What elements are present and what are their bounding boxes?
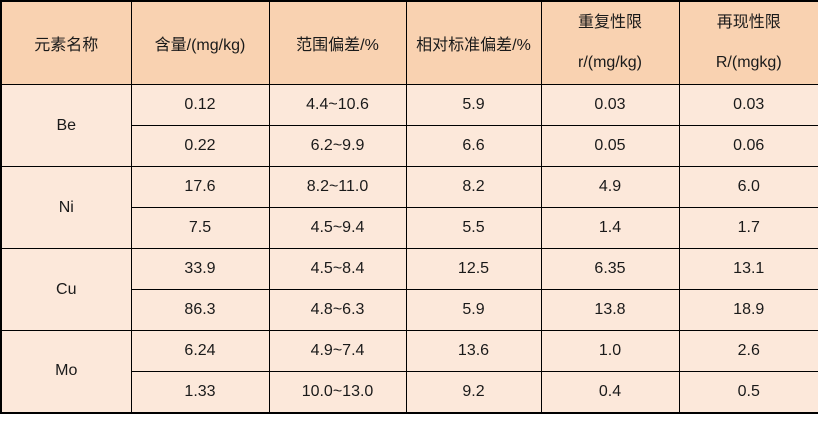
cell-content: 33.9	[130, 248, 270, 290]
table-row: Mo 6.24 4.9~7.4 13.6 1.0 2.6	[0, 330, 818, 413]
table-row: Cu 33.9 4.5~8.4 12.5 6.35 13.1	[0, 248, 818, 331]
header-reproducibility-title: 再现性限	[716, 14, 781, 31]
cell-repeatability: 4.9	[540, 166, 680, 208]
table-row: 86.3 4.8~6.3 5.9 13.8 18.9	[1, 289, 818, 331]
cell-range-deviation: 8.2~11.0	[268, 166, 407, 208]
cell-reproducibility: 13.1	[678, 248, 818, 290]
cell-content: 0.22	[130, 125, 270, 167]
element-cell: Cu	[0, 248, 132, 331]
cell-repeatability: 13.8	[540, 289, 680, 331]
header-element-name: 元素名称	[0, 0, 132, 85]
cell-reproducibility: 6.0	[678, 166, 818, 208]
header-repeatability-symbol: r/(mg/kg)	[578, 54, 642, 72]
cell-repeatability: 0.03	[540, 84, 680, 126]
cell-reproducibility: 18.9	[678, 289, 818, 331]
cell-content: 7.5	[130, 207, 270, 249]
table-row: Be 0.12 4.4~10.6 5.9 0.03 0.03	[0, 84, 818, 167]
cell-rsd: 9.2	[405, 371, 542, 413]
header-reproducibility-limit: 再现性限 R/(mgkg)	[678, 0, 818, 85]
cell-reproducibility: 0.03	[678, 84, 818, 126]
element-cell: Be	[0, 84, 132, 167]
element-cell: Mo	[0, 330, 132, 413]
cell-content: 6.24	[130, 330, 270, 372]
cell-repeatability: 1.4	[540, 207, 680, 249]
table-row: 1.33 10.0~13.0 9.2 0.4 0.5	[1, 371, 818, 413]
table-row: Ni 17.6 8.2~11.0 8.2 4.9 6.0	[0, 166, 818, 249]
header-reproducibility-symbol: R/(mgkg)	[715, 54, 782, 72]
cell-range-deviation: 4.5~9.4	[268, 207, 407, 249]
cell-rsd: 5.9	[405, 289, 542, 331]
header-content: 含量/(mg/kg)	[130, 0, 270, 85]
cell-range-deviation: 4.5~8.4	[268, 248, 407, 290]
header-repeatability-limit: 重复性限 r/(mg/kg)	[540, 0, 680, 85]
cell-repeatability: 0.4	[540, 371, 680, 413]
cell-reproducibility: 1.7	[678, 207, 818, 249]
element-precision-table: 元素名称 含量/(mg/kg) 范围偏差/% 相对标准偏差/% 重复性限 r/(…	[0, 0, 818, 414]
cell-range-deviation: 4.8~6.3	[268, 289, 407, 331]
table-row: 7.5 4.5~9.4 5.5 1.4 1.7	[1, 207, 818, 249]
header-row: 元素名称 含量/(mg/kg) 范围偏差/% 相对标准偏差/% 重复性限 r/(…	[0, 0, 818, 85]
cell-reproducibility: 2.6	[678, 330, 818, 372]
cell-reproducibility: 0.06	[678, 125, 818, 167]
cell-rsd: 12.5	[405, 248, 542, 290]
cell-rsd: 5.9	[405, 84, 542, 126]
cell-content: 1.33	[130, 371, 270, 413]
cell-content: 86.3	[130, 289, 270, 331]
header-repeatability-title: 重复性限	[577, 14, 642, 31]
cell-range-deviation: 6.2~9.9	[268, 125, 407, 167]
cell-rsd: 6.6	[405, 125, 542, 167]
cell-rsd: 8.2	[405, 166, 542, 208]
cell-content: 17.6	[130, 166, 270, 208]
cell-rsd: 5.5	[405, 207, 542, 249]
cell-repeatability: 6.35	[540, 248, 680, 290]
table-row: 0.22 6.2~9.9 6.6 0.05 0.06	[1, 125, 818, 167]
cell-range-deviation: 4.4~10.6	[268, 84, 407, 126]
cell-content: 0.12	[130, 84, 270, 126]
cell-repeatability: 1.0	[540, 330, 680, 372]
cell-reproducibility: 0.5	[678, 371, 818, 413]
cell-range-deviation: 4.9~7.4	[268, 330, 407, 372]
cell-rsd: 13.6	[405, 330, 542, 372]
header-range-deviation: 范围偏差/%	[268, 0, 407, 85]
cell-range-deviation: 10.0~13.0	[268, 371, 407, 413]
element-cell: Ni	[0, 166, 132, 249]
header-relative-standard-deviation: 相对标准偏差/%	[405, 0, 542, 85]
cell-repeatability: 0.05	[540, 125, 680, 167]
